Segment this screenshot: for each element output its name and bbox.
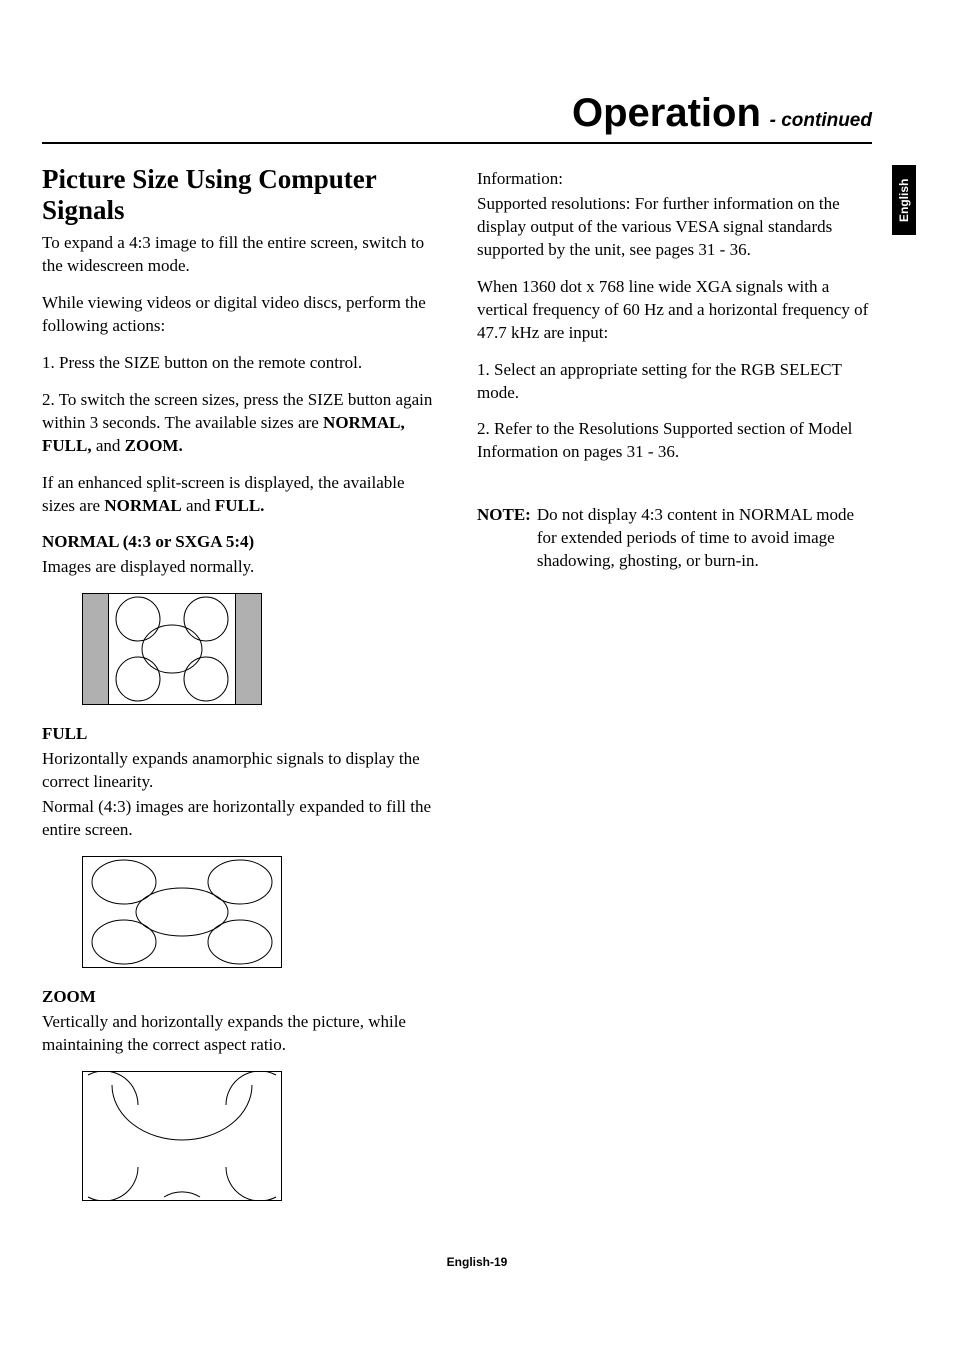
body-text: 1. Select an appropriate setting for the… xyxy=(477,359,872,405)
right-column: Information: Supported resolutions: For … xyxy=(477,154,872,1219)
figure-zoom xyxy=(82,1071,437,1201)
header-title: Operation xyxy=(572,91,761,135)
figure-full xyxy=(82,856,437,968)
header-subtitle: - continued xyxy=(770,110,872,131)
info-heading: Information: xyxy=(477,168,872,191)
body-text: When 1360 dot x 768 line wide XGA signal… xyxy=(477,276,872,345)
body-text: Vertically and horizontally expands the … xyxy=(42,1011,437,1057)
page-header: Operation - continued xyxy=(42,86,872,144)
body-text: 2. To switch the screen sizes, press the… xyxy=(42,389,437,458)
left-column: Picture Size Using Computer Signals To e… xyxy=(42,154,437,1219)
body-text: Supported resolutions: For further infor… xyxy=(477,193,872,262)
mode-heading-normal: NORMAL (4:3 or SXGA 5:4) xyxy=(42,531,437,554)
note-text: Do not display 4:3 content in NORMAL mod… xyxy=(537,504,872,573)
body-text: Images are displayed normally. xyxy=(42,556,437,579)
mode-heading-full: FULL xyxy=(42,723,437,746)
page-footer: English-19 xyxy=(0,1254,954,1270)
mode-heading-zoom: ZOOM xyxy=(42,986,437,1009)
language-tab: English xyxy=(892,165,916,235)
section-heading: Picture Size Using Computer Signals xyxy=(42,164,437,226)
note-block: NOTE: Do not display 4:3 content in NORM… xyxy=(477,504,872,573)
body-text: While viewing videos or digital video di… xyxy=(42,292,437,338)
body-text: 2. Refer to the Resolutions Supported se… xyxy=(477,418,872,464)
body-text: Normal (4:3) images are horizontally exp… xyxy=(42,796,437,842)
body-text: 1. Press the SIZE button on the remote c… xyxy=(42,352,437,375)
note-label: NOTE: xyxy=(477,504,531,573)
body-text: If an enhanced split-screen is displayed… xyxy=(42,472,437,518)
body-text: To expand a 4:3 image to fill the entire… xyxy=(42,232,437,278)
figure-normal xyxy=(82,593,437,705)
body-text: Horizontally expands anamorphic signals … xyxy=(42,748,437,794)
